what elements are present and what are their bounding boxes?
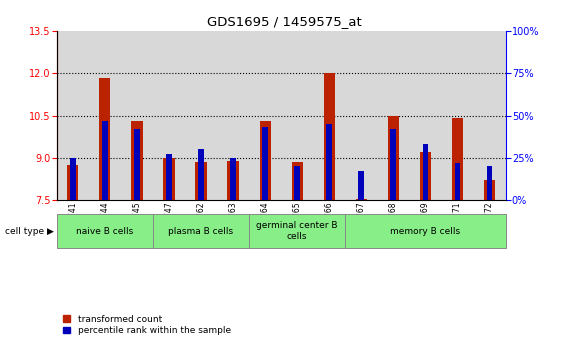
Bar — [195, 162, 207, 200]
Text: naive B cells: naive B cells — [76, 227, 133, 236]
Bar — [89, 31, 121, 200]
Bar — [452, 118, 463, 200]
Text: memory B cells: memory B cells — [390, 227, 461, 236]
Bar — [260, 121, 271, 200]
Text: plasma B cells: plasma B cells — [169, 227, 233, 236]
Bar — [291, 162, 303, 200]
Bar — [230, 158, 236, 200]
Bar — [102, 121, 108, 200]
Bar — [410, 31, 441, 200]
Bar — [57, 31, 89, 200]
Bar — [358, 171, 364, 200]
Bar — [423, 144, 428, 200]
Bar — [345, 31, 377, 200]
Bar — [327, 124, 332, 200]
Bar — [198, 149, 204, 200]
Bar — [249, 214, 345, 248]
Bar — [67, 165, 78, 200]
Bar — [420, 152, 431, 200]
Text: GDS1695 / 1459575_at: GDS1695 / 1459575_at — [207, 16, 361, 29]
Bar — [262, 127, 268, 200]
Bar — [99, 78, 111, 200]
Bar — [249, 31, 281, 200]
Bar — [227, 161, 239, 200]
Bar — [57, 214, 153, 248]
Bar — [441, 31, 474, 200]
Bar — [324, 73, 335, 200]
Bar — [185, 31, 217, 200]
Bar — [281, 31, 313, 200]
Bar — [474, 31, 506, 200]
Bar — [345, 214, 506, 248]
Bar — [356, 199, 367, 200]
Bar — [121, 31, 153, 200]
Bar — [164, 158, 174, 200]
Bar — [487, 166, 492, 200]
Bar — [217, 31, 249, 200]
Legend: transformed count, percentile rank within the sample: transformed count, percentile rank withi… — [61, 313, 232, 337]
Bar — [153, 31, 185, 200]
Bar — [294, 166, 300, 200]
Bar — [166, 155, 172, 200]
Bar — [388, 116, 399, 200]
Bar — [484, 180, 495, 200]
Text: germinal center B
cells: germinal center B cells — [256, 221, 338, 241]
Bar — [377, 31, 410, 200]
Bar — [390, 129, 396, 200]
Bar — [70, 158, 76, 200]
Bar — [134, 129, 140, 200]
Bar — [153, 214, 249, 248]
Text: cell type ▶: cell type ▶ — [5, 227, 54, 236]
Bar — [313, 31, 345, 200]
Bar — [454, 163, 460, 200]
Bar — [131, 121, 143, 200]
